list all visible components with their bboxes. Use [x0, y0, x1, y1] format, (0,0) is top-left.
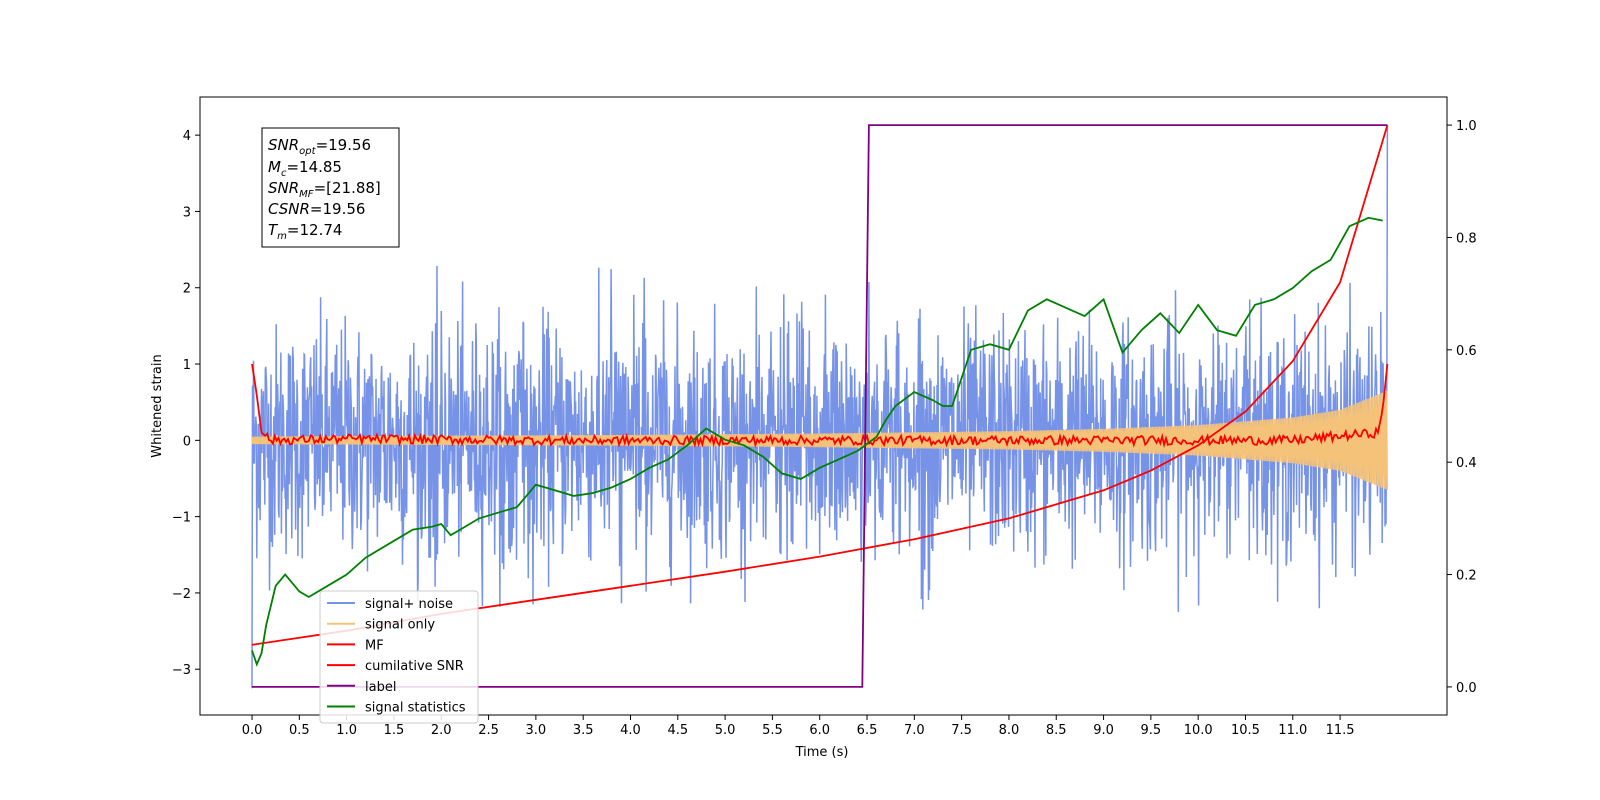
y-axis-right: 0.0 0.2 0.4 0.6 0.8 1.0 [1447, 119, 1477, 696]
x-tick-label: 10.5 [1231, 723, 1260, 738]
y-tick-label: 2 [183, 282, 191, 297]
plot-frame [199, 96, 1448, 716]
series-mf [251, 363, 1389, 449]
series-signal-only [251, 390, 1389, 490]
x-tick-label: 7.0 [904, 723, 925, 738]
y-right-tick-label: 0.2 [1456, 569, 1477, 584]
x-tick-label: 6.5 [857, 723, 878, 738]
x-axis-label: Time (s) [795, 745, 849, 760]
x-tick-label: 1.5 [384, 723, 405, 738]
series-layer [251, 124, 1389, 689]
y-tick-label: 3 [183, 205, 191, 220]
y-right-tick-label: 1.0 [1456, 119, 1477, 134]
x-tick-label: 0.5 [289, 723, 310, 738]
annotation-tm: Tm=12.74 [268, 221, 342, 242]
x-tick-label: 4.0 [620, 723, 641, 738]
legend-label-text: label [365, 680, 396, 695]
x-tick-label: 6.0 [809, 723, 830, 738]
x-tick-label: 9.0 [1093, 723, 1114, 738]
x-axis: 0.0 0.5 1.0 1.5 2.0 2.5 3.0 3.5 4.0 4.5 5.0 5.5 6.0 6… [242, 715, 1355, 738]
y-right-tick-label: 0.0 [1456, 681, 1477, 696]
series-signal-noise [251, 127, 1389, 689]
legend-signal-only-text: signal only [365, 618, 435, 633]
annotation-mc: Mc=14.85 [268, 158, 342, 179]
legend-mf-text: MF [365, 638, 384, 653]
y-axis-left: −3 −2 −1 0 1 2 3 4 [172, 129, 200, 678]
x-tick-label: 4.5 [667, 723, 688, 738]
y-tick-label: 4 [183, 129, 191, 144]
series-label [252, 124, 1388, 688]
y-tick-label: −1 [172, 511, 191, 526]
x-tick-label: 2.0 [431, 723, 452, 738]
x-tick-label: 11.0 [1278, 723, 1307, 738]
x-tick-label: 11.5 [1326, 723, 1355, 738]
y-axis-label: Whitened strain [150, 354, 165, 457]
series-cumulative-snr [251, 124, 1389, 646]
y-right-tick-label: 0.6 [1456, 344, 1477, 359]
annotation-csnr: CSNR=19.56 [268, 200, 365, 218]
x-tick-label: 5.5 [762, 723, 783, 738]
y-right-tick-label: 0.4 [1456, 456, 1477, 471]
y-tick-label: 0 [183, 434, 191, 449]
x-tick-label: 7.5 [951, 723, 972, 738]
legend-signal-noise-text: signal+ noise [365, 597, 453, 612]
y-tick-label: −3 [172, 663, 191, 678]
y-tick-label: 1 [183, 358, 191, 373]
x-tick-label: 3.5 [573, 723, 594, 738]
x-tick-label: 8.0 [999, 723, 1020, 738]
x-tick-label: 5.0 [715, 723, 736, 738]
annotation-frame [261, 127, 400, 248]
y-tick-label: −2 [172, 587, 191, 602]
x-tick-label: 3.0 [526, 723, 547, 738]
annotation-snr-opt: SNRopt=19.56 [268, 136, 371, 157]
legend-frame [319, 590, 479, 724]
legend-cumulative-snr-text: cumilative SNR [365, 659, 464, 674]
annotation-box: SNRopt=19.56 Mc=14.85 SNRMF=[21.88] CSNR… [261, 127, 400, 248]
x-tick-label: 8.5 [1046, 723, 1067, 738]
series-signal-statistics [251, 216, 1383, 667]
x-tick-label: 1.0 [336, 723, 357, 738]
annotation-snr-mf: SNRMF=[21.88] [268, 179, 381, 200]
x-tick-label: 0.0 [242, 723, 263, 738]
x-tick-label: 10.0 [1184, 723, 1213, 738]
legend-signal-statistics-text: signal statistics [365, 701, 466, 716]
x-tick-label: 9.5 [1141, 723, 1162, 738]
legend: signal+ noise signal only MF cumilative SNR… [319, 590, 479, 724]
x-tick-label: 2.5 [478, 723, 499, 738]
y-right-tick-label: 0.8 [1456, 231, 1477, 246]
